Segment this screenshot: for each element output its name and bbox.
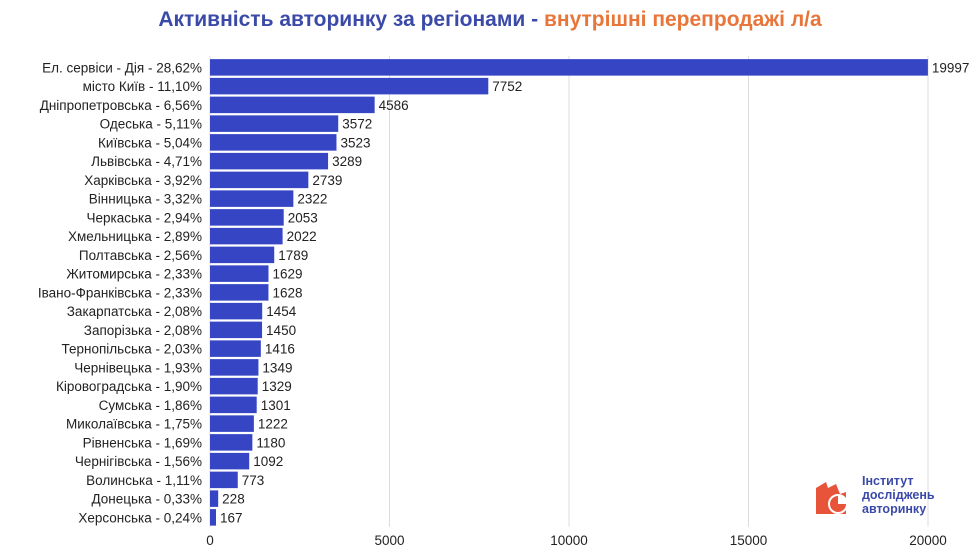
logo-line-2: досліджень bbox=[862, 488, 935, 502]
bar-4 bbox=[210, 134, 337, 151]
value-label-4: 3523 bbox=[340, 135, 370, 150]
category-label-3: Одеська - 5,11% bbox=[100, 117, 202, 132]
value-label-2: 4586 bbox=[379, 98, 409, 113]
value-label-1: 7752 bbox=[492, 79, 522, 94]
category-label-6: Харківська - 3,92% bbox=[84, 173, 202, 188]
logo-mark-icon bbox=[816, 482, 848, 514]
chart-title-accent: внутрішні перепродажі л/а bbox=[543, 8, 822, 31]
value-label-9: 2022 bbox=[287, 229, 317, 244]
logo-line-1: Інститут bbox=[862, 474, 914, 488]
bar-13 bbox=[210, 302, 263, 320]
category-label-2: Дніпропетровська - 6,56% bbox=[40, 98, 202, 113]
bar-9 bbox=[210, 227, 283, 245]
bar-17 bbox=[210, 377, 258, 395]
category-label-20: Рівненська - 1,69% bbox=[83, 435, 202, 450]
category-label-7: Вінницька - 3,32% bbox=[89, 192, 202, 207]
x-tick-label-2: 10000 bbox=[550, 533, 588, 548]
category-label-19: Миколаївська - 1,75% bbox=[66, 417, 202, 432]
value-label-7: 2322 bbox=[297, 192, 327, 207]
category-label-5: Львівська - 4,71% bbox=[91, 154, 202, 169]
value-label-15: 1416 bbox=[265, 342, 295, 357]
category-label-1: місто Київ - 11,10% bbox=[83, 79, 202, 94]
value-label-19: 1222 bbox=[258, 417, 288, 432]
category-label-24: Херсонська - 0,24% bbox=[78, 510, 202, 525]
x-tick-label-0: 0 bbox=[206, 533, 214, 548]
category-label-18: Сумська - 1,86% bbox=[99, 398, 202, 413]
category-label-23: Донецька - 0,33% bbox=[91, 492, 202, 507]
bar-2 bbox=[210, 96, 375, 114]
value-label-17: 1329 bbox=[262, 379, 292, 394]
value-label-23: 228 bbox=[222, 492, 245, 507]
value-label-22: 773 bbox=[242, 473, 265, 488]
value-label-13: 1454 bbox=[266, 304, 297, 319]
x-tick-label-4: 20000 bbox=[909, 533, 947, 548]
bar-7 bbox=[210, 190, 294, 207]
value-label-24: 167 bbox=[220, 510, 243, 525]
category-label-14: Запорізька - 2,08% bbox=[84, 323, 202, 338]
category-label-8: Черкаська - 2,94% bbox=[87, 210, 203, 225]
bar-5 bbox=[210, 152, 329, 170]
category-label-13: Закарпатська - 2,08% bbox=[67, 304, 202, 319]
category-label-11: Житомирська - 2,33% bbox=[66, 267, 202, 282]
category-label-4: Київська - 5,04% bbox=[98, 135, 202, 150]
category-label-0: Ел. сервіси - Дія - 28,62% bbox=[42, 60, 202, 75]
bar-1 bbox=[210, 77, 489, 95]
value-label-10: 1789 bbox=[278, 248, 308, 263]
value-label-21: 1092 bbox=[253, 454, 283, 469]
bar-6 bbox=[210, 171, 309, 189]
bar-3 bbox=[210, 115, 339, 132]
category-label-9: Хмельницька - 2,89% bbox=[68, 229, 202, 244]
value-label-14: 1450 bbox=[266, 323, 296, 338]
value-label-6: 2739 bbox=[312, 173, 342, 188]
bar-19 bbox=[210, 415, 254, 432]
value-label-12: 1628 bbox=[272, 285, 302, 300]
bar-10 bbox=[210, 246, 275, 264]
chart-title-main: Активність авторинку за регіонами - bbox=[158, 8, 544, 31]
category-label-16: Чернівецька - 1,93% bbox=[74, 360, 202, 375]
bar-8 bbox=[210, 209, 284, 226]
category-label-21: Чернігівська - 1,56% bbox=[75, 454, 202, 469]
bar-24 bbox=[210, 509, 216, 526]
value-label-20: 1180 bbox=[256, 435, 285, 450]
value-label-16: 1349 bbox=[262, 360, 292, 375]
category-label-17: Кіровоградська - 1,90% bbox=[56, 379, 202, 394]
value-label-18: 1301 bbox=[261, 398, 291, 413]
bar-14 bbox=[210, 321, 263, 339]
x-tick-label-3: 15000 bbox=[730, 533, 768, 548]
category-label-10: Полтавська - 2,56% bbox=[79, 248, 202, 263]
value-label-8: 2053 bbox=[288, 210, 318, 225]
logo-text: Інститут досліджень авторинку bbox=[862, 474, 935, 516]
value-label-5: 3289 bbox=[332, 154, 362, 169]
bar-16 bbox=[210, 359, 259, 376]
bar-21 bbox=[210, 452, 250, 470]
category-label-12: Івано-Франківська - 2,33% bbox=[38, 285, 202, 300]
bar-18 bbox=[210, 396, 257, 414]
chart-title: Активність авторинку за регіонами - внут… bbox=[0, 8, 980, 32]
bar-12 bbox=[210, 284, 269, 301]
bar-23 bbox=[210, 490, 219, 507]
category-label-15: Тернопільська - 2,03% bbox=[62, 342, 202, 357]
category-label-22: Волинська - 1,11% bbox=[86, 473, 202, 488]
bar-15 bbox=[210, 340, 261, 357]
bar-22 bbox=[210, 471, 238, 489]
value-label-3: 3572 bbox=[342, 117, 372, 132]
value-label-0: 19997 bbox=[932, 60, 970, 75]
bar-11 bbox=[210, 265, 269, 282]
x-tick-label-1: 5000 bbox=[374, 533, 404, 548]
logo-line-3: авторинку bbox=[862, 502, 927, 516]
institute-logo: Інститут досліджень авторинку bbox=[814, 474, 964, 518]
value-label-11: 1629 bbox=[272, 267, 302, 282]
bar-20 bbox=[210, 434, 253, 451]
bar-0 bbox=[210, 59, 928, 76]
